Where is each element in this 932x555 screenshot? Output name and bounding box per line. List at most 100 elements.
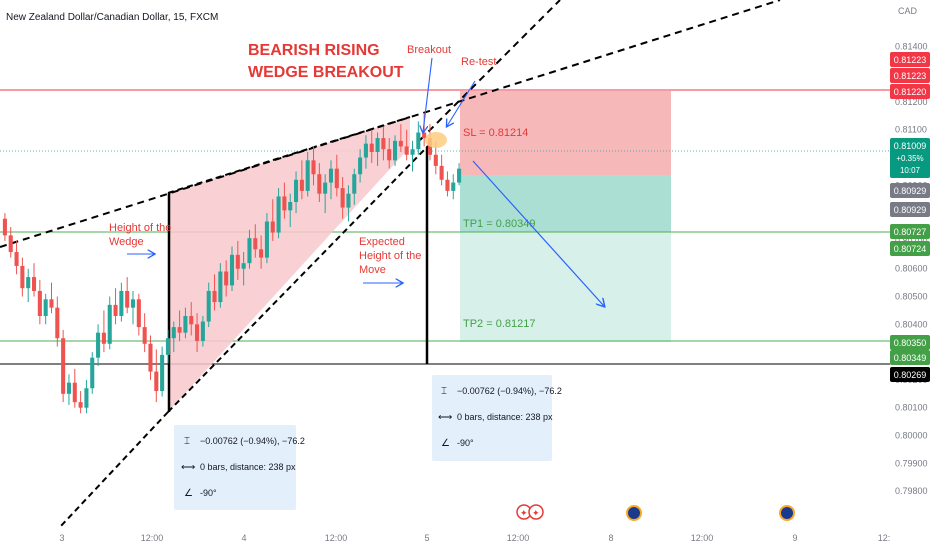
- candle-body[interactable]: [288, 202, 293, 211]
- candle-body[interactable]: [387, 149, 392, 161]
- candle-body[interactable]: [136, 299, 141, 328]
- candle-body[interactable]: [224, 271, 229, 286]
- candle-body[interactable]: [177, 327, 182, 333]
- candle-body[interactable]: [317, 174, 322, 194]
- trendline-long[interactable]: [0, 0, 781, 248]
- candle-body[interactable]: [218, 271, 223, 303]
- candle-body[interactable]: [422, 132, 427, 139]
- candle-body[interactable]: [299, 179, 304, 191]
- candle-body[interactable]: [61, 338, 66, 394]
- candle-body[interactable]: [183, 315, 188, 333]
- candle-body[interactable]: [154, 371, 159, 392]
- candle-body[interactable]: [241, 263, 246, 269]
- candle-body[interactable]: [253, 238, 258, 250]
- candle-body[interactable]: [165, 338, 170, 355]
- candle-body[interactable]: [200, 321, 205, 341]
- candle-body[interactable]: [130, 299, 136, 308]
- candle-body[interactable]: [49, 299, 54, 308]
- candle-body[interactable]: [55, 307, 60, 339]
- target-zone-1[interactable]: [460, 175, 671, 232]
- candle-body[interactable]: [107, 304, 112, 344]
- breakout-label: Breakout: [407, 44, 451, 56]
- candle-body[interactable]: [259, 249, 264, 258]
- candle-body[interactable]: [101, 332, 106, 344]
- candle-body[interactable]: [37, 290, 42, 316]
- candle-body[interactable]: [142, 327, 147, 344]
- candle-body[interactable]: [270, 221, 275, 233]
- candle-body[interactable]: [148, 343, 153, 372]
- target-zone-2[interactable]: [460, 232, 671, 342]
- candle-body[interactable]: [305, 160, 310, 191]
- target-arrow[interactable]: [472, 160, 604, 306]
- candle-body[interactable]: [375, 138, 380, 152]
- candle-body[interactable]: [113, 304, 118, 316]
- candle-body[interactable]: [264, 221, 269, 258]
- candle-body[interactable]: [352, 174, 357, 194]
- retest-label: Re-test: [461, 56, 496, 68]
- candle-body[interactable]: [276, 196, 281, 233]
- retest-arrow[interactable]: [447, 80, 476, 126]
- candle-body[interactable]: [416, 132, 421, 150]
- candle-body[interactable]: [369, 143, 374, 152]
- candle-body[interactable]: [119, 290, 124, 316]
- candle-body[interactable]: [96, 332, 101, 358]
- candle-body[interactable]: [334, 168, 339, 189]
- candle-body[interactable]: [398, 140, 403, 147]
- candle-body[interactable]: [78, 402, 83, 408]
- candle-body[interactable]: [26, 277, 31, 289]
- candle-body[interactable]: [404, 146, 409, 155]
- candle-body[interactable]: [125, 290, 130, 308]
- candle-body[interactable]: [90, 357, 95, 389]
- candle-body[interactable]: [323, 182, 328, 194]
- candle-body[interactable]: [439, 165, 444, 180]
- candle-body[interactable]: [171, 327, 176, 339]
- candle-body[interactable]: [294, 179, 299, 203]
- candle-body[interactable]: [66, 382, 71, 394]
- candle-body[interactable]: [229, 254, 235, 286]
- candle-body[interactable]: [282, 196, 287, 211]
- candle-body[interactable]: [84, 388, 89, 408]
- candle-body[interactable]: [363, 143, 368, 158]
- candle-body[interactable]: [14, 252, 19, 266]
- candle-body[interactable]: [235, 254, 240, 269]
- time-axis[interactable]: 3 12:00 4 12:00 5 12:00 8 12:00 9 12:: [59, 533, 890, 543]
- candle-body[interactable]: [2, 218, 7, 236]
- candle-body[interactable]: [433, 154, 438, 166]
- candle-body[interactable]: [457, 168, 462, 183]
- candle-body[interactable]: [8, 235, 13, 253]
- stop-loss-zone[interactable]: [460, 91, 671, 175]
- price-badge: [890, 68, 930, 83]
- event-flag-nz-2[interactable]: [779, 505, 795, 521]
- candle-body[interactable]: [381, 138, 386, 150]
- candle-body[interactable]: [20, 265, 25, 289]
- candle-body[interactable]: [410, 149, 415, 155]
- candle-body[interactable]: [328, 168, 334, 183]
- event-flag-nz-1[interactable]: [626, 505, 642, 521]
- candle-body[interactable]: [340, 188, 345, 208]
- event-flags-ca[interactable]: ✦ ✦: [516, 504, 544, 520]
- candle-body[interactable]: [451, 182, 456, 191]
- price-badge-change: +0.35%: [896, 154, 923, 163]
- measure-box-2[interactable]: ⌶ −0.00762 (−0.94%), −76.2 ⟷ 0 bars, dis…: [432, 375, 562, 461]
- candle-body[interactable]: [72, 382, 77, 403]
- candle-body[interactable]: [189, 315, 194, 325]
- candle-body[interactable]: [247, 238, 252, 264]
- wedge-lower-line[interactable]: [167, 145, 429, 413]
- trendline-steep[interactable]: [419, 0, 561, 141]
- measure-box-1[interactable]: ⌶ −0.00762 (−0.94%), −76.2 ⟷ 0 bars, dis…: [174, 425, 305, 510]
- breakout-arrow[interactable]: [423, 57, 433, 132]
- candle-body[interactable]: [206, 290, 211, 322]
- wedge-area[interactable]: [168, 117, 410, 412]
- candle-body[interactable]: [212, 290, 217, 303]
- candle-body[interactable]: [445, 179, 450, 191]
- candle-body[interactable]: [195, 324, 200, 341]
- candle-body[interactable]: [31, 277, 37, 291]
- candle-body[interactable]: [393, 140, 398, 161]
- candle-body[interactable]: [346, 193, 351, 208]
- candle-body[interactable]: [160, 354, 165, 392]
- candle-body[interactable]: [358, 157, 363, 175]
- candle-body[interactable]: [43, 299, 48, 316]
- candle-body[interactable]: [311, 160, 316, 175]
- wedge-lower-extension[interactable]: [59, 411, 169, 528]
